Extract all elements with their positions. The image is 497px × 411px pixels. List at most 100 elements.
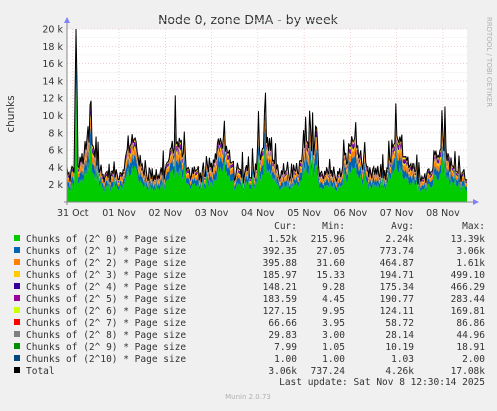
y-tick-label: 18 k (42, 42, 63, 53)
legend-value-max: 44.96 (456, 330, 485, 341)
legend-value-min: 3.00 (322, 330, 345, 341)
legend-series-name: Chunks of (2^ 4) * Page size (26, 282, 186, 293)
legend-column-header: Avg: (391, 221, 414, 232)
y-tick-label: 16 k (42, 59, 63, 70)
y-axis-arrow (64, 17, 70, 23)
legend-series-name: Chunks of (2^ 9) * Page size (26, 342, 186, 353)
legend-value-avg: 124.11 (380, 306, 415, 317)
legend-value-min: 1.05 (322, 342, 345, 353)
legend-value-max: 18.91 (456, 342, 485, 353)
legend-series-name: Chunks of (2^ 7) * Page size (26, 318, 186, 329)
legend-swatch (14, 247, 20, 253)
legend-value-cur: 392.35 (263, 246, 297, 257)
legend-swatch (14, 367, 20, 373)
legend-value-max: 86.86 (456, 318, 485, 329)
legend-value-max: 1.61k (456, 258, 485, 269)
legend-value-avg: 194.71 (380, 270, 415, 281)
legend-swatch (14, 331, 20, 337)
legend-value-cur: 185.97 (263, 270, 297, 281)
legend-value-avg: 10.19 (385, 342, 414, 353)
area-series-1 (67, 40, 467, 194)
y-tick-labels: 2 k 4 k 6 k 8 k 10 k 12 k 14 k 16 k 18 k 20 k (42, 25, 63, 192)
legend-value-max: 3.06k (456, 246, 485, 257)
y-tick-label: 14 k (42, 76, 63, 87)
legend-value-max: 466.29 (451, 282, 486, 293)
legend-value-max: 499.10 (451, 270, 486, 281)
y-tick-label: 10 k (42, 111, 63, 122)
last-update: Last update: Sat Nov 8 12:30:14 2025 (279, 377, 485, 388)
legend-value-max: 2.00 (462, 354, 485, 365)
legend-value-avg: 464.87 (380, 258, 414, 269)
legend-swatch (14, 235, 20, 241)
area-series-2 (67, 29, 467, 191)
legend-series-name: Chunks of (2^ 2) * Page size (26, 258, 186, 269)
legend-column-header: Cur: (274, 221, 297, 232)
legend-swatch (14, 271, 20, 277)
legend-series-name: Chunks of (2^10) * Page size (26, 354, 186, 365)
stacked-areas (66, 28, 468, 202)
x-tick-label: 05 Nov (287, 208, 321, 219)
legend-value-avg: 1.03 (391, 354, 414, 365)
legend-value-min: 31.60 (316, 258, 345, 269)
legend-swatch (14, 283, 20, 289)
legend-value-min: 1.00 (322, 354, 345, 365)
legend-value-avg: 4.26k (385, 366, 414, 377)
legend-value-avg: 773.74 (380, 246, 415, 257)
area-series-0 (67, 79, 467, 202)
legend-value-min: 4.45 (322, 294, 345, 305)
x-tick-label: 06 Nov (334, 208, 368, 219)
legend-value-avg: 58.72 (385, 318, 414, 329)
x-tick-labels: 31 Oct 01 Nov 02 Nov 03 Nov 04 Nov 05 Nov 06 N… (57, 208, 460, 219)
legend-column-header: Min: (322, 221, 345, 232)
y-axis-label: chunks (5, 95, 17, 132)
legend-value-min: 9.28 (322, 282, 345, 293)
y-tick-label: 2 k (48, 180, 63, 191)
x-tick-label: 02 Nov (148, 208, 182, 219)
x-tick-label: 08 Nov (426, 208, 460, 219)
legend-value-cur: 127.15 (263, 306, 297, 317)
rrdtool-watermark: RRDTOOL / TOBI OETIKER (485, 17, 493, 107)
legend-value-avg: 175.34 (380, 282, 415, 293)
legend-value-avg: 28.14 (385, 330, 414, 341)
legend-value-min: 3.95 (322, 318, 345, 329)
x-tick-label: 03 Nov (195, 208, 229, 219)
legend-value-cur: 1.52k (268, 234, 297, 245)
y-tick-label: 8 k (48, 128, 63, 139)
legend-column-header: Max: (462, 221, 485, 232)
legend-series-name: Total (26, 366, 55, 377)
axes (64, 17, 479, 205)
legend-series-name: Chunks of (2^ 8) * Page size (26, 330, 186, 341)
munin-version: Munin 2.0.73 (225, 393, 271, 401)
total-line (66, 28, 468, 185)
legend-value-min: 15.33 (316, 270, 345, 281)
legend-value-cur: 183.59 (263, 294, 298, 305)
legend-value-cur: 1.00 (274, 354, 297, 365)
legend-swatch (14, 307, 20, 313)
legend-series-name: Chunks of (2^ 0) * Page size (26, 234, 186, 245)
y-tick-label: 6 k (48, 146, 63, 157)
legend: Cur: Min: Avg: Max: Chunks of (2^ 0) * Page … (14, 221, 485, 377)
legend-value-min: 737.24 (311, 366, 346, 377)
legend-value-cur: 148.21 (263, 282, 298, 293)
legend-swatch (14, 259, 20, 265)
legend-value-max: 13.39k (451, 234, 486, 245)
legend-value-min: 27.05 (316, 246, 345, 257)
x-tick-label: 01 Nov (102, 208, 136, 219)
legend-series-name: Chunks of (2^ 3) * Page size (26, 270, 186, 281)
x-tick-label: 07 Nov (380, 208, 414, 219)
legend-value-max: 17.08k (451, 366, 486, 377)
legend-series-name: Chunks of (2^ 6) * Page size (26, 306, 186, 317)
legend-value-min: 215.96 (311, 234, 346, 245)
x-tick-label: 31 Oct (57, 208, 89, 219)
y-tick-label: 4 k (48, 163, 63, 174)
legend-swatch (14, 295, 20, 301)
legend-series-name: Chunks of (2^ 5) * Page size (26, 294, 186, 305)
legend-series-name: Chunks of (2^ 1) * Page size (26, 246, 186, 257)
x-tick-label: 04 Nov (241, 208, 275, 219)
legend-value-cur: 7.99 (274, 342, 297, 353)
legend-value-avg: 190.77 (380, 294, 414, 305)
legend-swatch (14, 343, 20, 349)
legend-value-max: 283.44 (451, 294, 486, 305)
